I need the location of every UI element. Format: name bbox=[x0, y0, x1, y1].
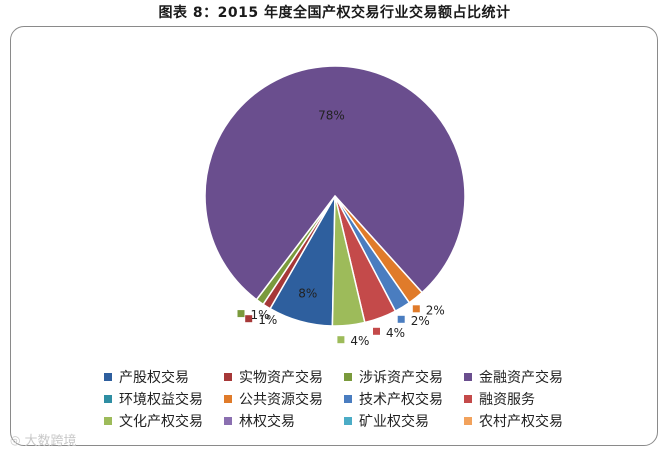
data-label-7: 2% bbox=[411, 314, 430, 328]
data-label-marker-9 bbox=[337, 336, 345, 344]
data-label-marker-8 bbox=[373, 327, 380, 335]
legend-label: 林权交易 bbox=[239, 414, 295, 430]
legend-item-3: 涉诉资产交易 bbox=[344, 368, 464, 386]
legend-label: 文化产权交易 bbox=[119, 414, 203, 430]
legend-label: 技术产权交易 bbox=[359, 392, 443, 408]
legend-swatch bbox=[464, 417, 472, 425]
legend-swatch bbox=[104, 373, 112, 381]
data-label-marker-6 bbox=[412, 305, 420, 313]
legend-item-11: 矿业权交易 bbox=[344, 412, 464, 430]
watermark-text: 大数跨境 bbox=[24, 434, 77, 449]
watermark: ◎ 大数跨境 bbox=[10, 430, 77, 450]
legend-swatch bbox=[104, 417, 112, 425]
legend-item-9: 文化产权交易 bbox=[104, 412, 224, 430]
legend-label: 融资服务 bbox=[479, 392, 535, 408]
legend-swatch bbox=[224, 395, 232, 403]
legend-swatch bbox=[464, 373, 472, 381]
legend-swatch bbox=[344, 417, 352, 425]
data-label-9: 4% bbox=[350, 334, 369, 348]
legend-label: 公共资源交易 bbox=[239, 392, 323, 408]
legend-item-4: 金融资产交易 bbox=[464, 368, 584, 386]
data-label-6: 2% bbox=[426, 303, 445, 317]
legend-item-8: 融资服务 bbox=[464, 390, 584, 408]
data-label-1: 8% bbox=[298, 287, 317, 301]
legend-label: 实物资产交易 bbox=[239, 370, 323, 386]
legend-item-1: 产股权交易 bbox=[104, 368, 224, 386]
data-label-4: 78% bbox=[318, 109, 345, 123]
chart-title: 图表 8：2015 年度全国产权交易行业交易额占比统计 bbox=[158, 5, 511, 21]
legend-swatch bbox=[104, 395, 112, 403]
legend-item-6: 公共资源交易 bbox=[224, 390, 344, 408]
legend-item-5: 环境权益交易 bbox=[104, 390, 224, 408]
legend-label: 金融资产交易 bbox=[479, 370, 563, 386]
data-label-marker-2 bbox=[245, 315, 253, 323]
pie-slice-9 bbox=[331, 195, 366, 327]
legend-label: 产股权交易 bbox=[119, 370, 189, 386]
legend-item-12: 农村产权交易 bbox=[464, 412, 584, 430]
watermark-logo-icon: ◎ bbox=[10, 432, 21, 447]
legend-swatch bbox=[224, 417, 232, 425]
legend-item-2: 实物资产交易 bbox=[224, 368, 344, 386]
chart-legend: 产股权交易 实物资产交易 涉诉资产交易 金融资产交易环境权益交易 公共资源交易 技术产权交… bbox=[104, 368, 584, 430]
legend-label: 环境权益交易 bbox=[119, 392, 203, 408]
data-label-marker-7 bbox=[397, 315, 405, 323]
data-label-2: 1% bbox=[258, 313, 277, 327]
data-label-marker-3 bbox=[237, 310, 245, 318]
data-label-8: 4% bbox=[386, 326, 405, 340]
legend-item-7: 技术产权交易 bbox=[344, 390, 464, 408]
legend-swatch bbox=[464, 395, 472, 403]
legend-swatch bbox=[344, 395, 352, 403]
data-label-3: 1% bbox=[251, 308, 270, 322]
legend-label: 矿业权交易 bbox=[359, 414, 429, 430]
pie-slice-4 bbox=[204, 65, 466, 301]
legend-item-10: 林权交易 bbox=[224, 412, 344, 430]
legend-swatch bbox=[224, 373, 232, 381]
legend-label: 涉诉资产交易 bbox=[359, 370, 443, 386]
legend-label: 农村产权交易 bbox=[479, 414, 563, 430]
legend-swatch bbox=[344, 373, 352, 381]
